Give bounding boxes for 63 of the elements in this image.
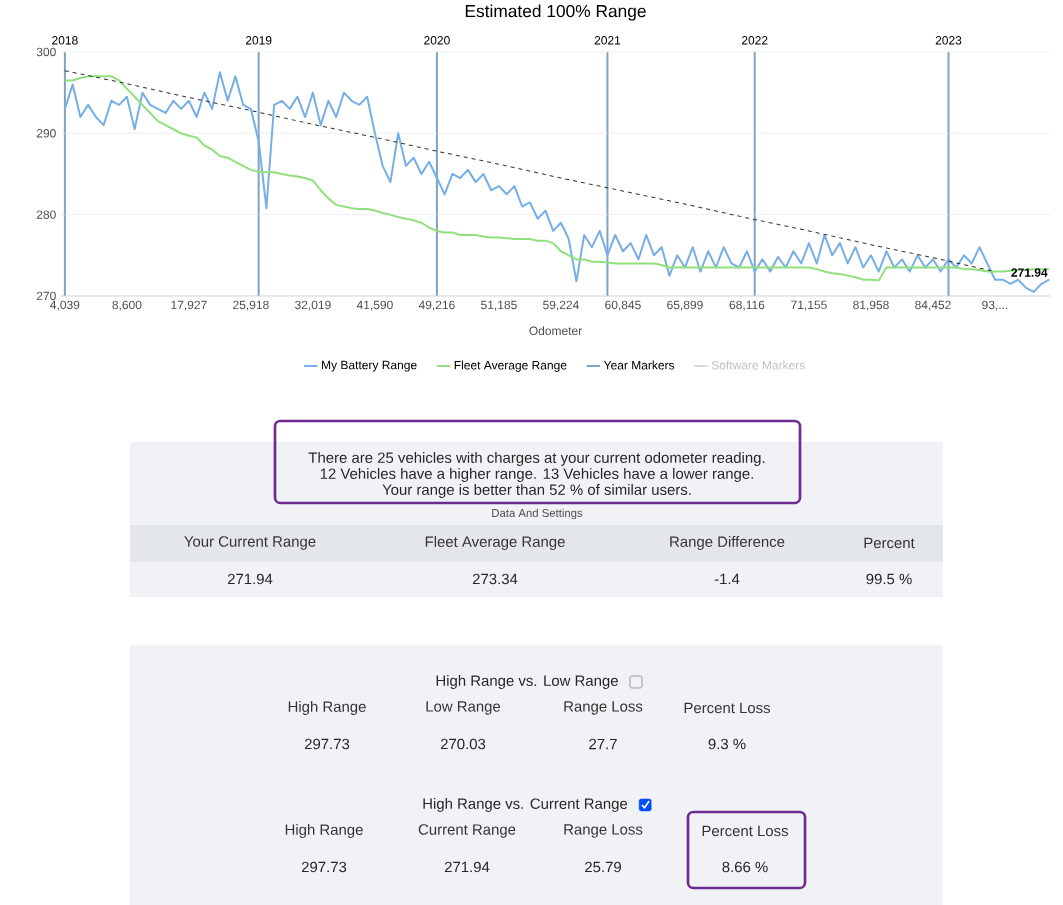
x-tick-label: 8,600 — [112, 300, 142, 311]
text: 27.7 — [589, 738, 617, 750]
category-label: Your Current Range — [184, 536, 316, 550]
text: 271.94 — [444, 861, 490, 873]
text: 297.73 — [301, 861, 347, 873]
text: 2018 — [52, 36, 78, 45]
text: There are 25 vehicles with charges at your current odometer reading. — [308, 452, 765, 466]
text: 270.03 — [440, 738, 486, 750]
category-label: Range Loss — [564, 701, 643, 715]
x-tick-label: 71,155 — [791, 300, 827, 311]
legend-label: My Battery Range — [322, 360, 417, 372]
text: 25.79 — [585, 861, 621, 873]
y-tick-label: 270 — [36, 291, 56, 301]
x-axis-title: Odometer — [529, 326, 582, 336]
x-tick-label: 81,958 — [853, 300, 889, 311]
text: Your range is better than 52 % of similar users. — [382, 484, 691, 498]
category-label: Current Range — [418, 824, 516, 838]
text: 12 Vehicles have a higher range. 13 Vehicles have a lower range. — [320, 468, 753, 482]
category-label: Range Loss — [564, 824, 643, 838]
text: 9.3 % — [708, 738, 746, 750]
text: 2019 — [245, 36, 272, 45]
x-tick-label: 84,452 — [915, 300, 951, 311]
x-tick-label: 49,216 — [418, 300, 455, 311]
x-tick-label: 32,019 — [295, 300, 331, 311]
text: Data And Settings — [492, 508, 583, 520]
annotation: 271.94 — [1011, 268, 1048, 277]
x-tick-label: 41,590 — [356, 300, 393, 311]
category-label: Low Range — [426, 701, 501, 715]
x-tick-label: 25,918 — [233, 300, 269, 311]
chart-title: Estimated 100% Range — [465, 4, 646, 21]
x-tick-label: 93,... — [982, 300, 1008, 311]
x-tick-label: 60,845 — [605, 300, 641, 311]
text: 99.5 % — [866, 573, 912, 585]
x-tick-label: 17,927 — [171, 300, 207, 311]
category-label: High Range — [288, 701, 366, 715]
x-tick-label: 51,185 — [481, 300, 517, 311]
y-tick-label: 300 — [36, 47, 56, 57]
y-tick-label: 280 — [36, 210, 56, 219]
category-label: Percent Loss — [684, 702, 771, 714]
x-tick-label: 68,116 — [729, 300, 765, 311]
legend-label: Software Markers — [711, 360, 805, 370]
text: High Range vs. Current Range — [423, 798, 628, 812]
text: High Range vs. Low Range — [436, 675, 618, 689]
text: 2023 — [935, 36, 962, 45]
x-tick-label: 59,224 — [543, 300, 579, 311]
category-label: Percent Loss — [702, 825, 789, 837]
text: 271.94 — [227, 573, 273, 585]
text: 273.34 — [472, 573, 518, 585]
text: 8.66 % — [722, 861, 768, 873]
category-label: High Range — [285, 824, 363, 838]
text: 2022 — [741, 36, 768, 45]
category-label: Fleet Average Range — [425, 536, 565, 550]
category-label: Range Difference — [670, 536, 785, 550]
text: 2020 — [424, 36, 450, 45]
legend-label: Fleet Average Range — [454, 360, 567, 372]
text: 2021 — [594, 36, 621, 45]
x-tick-label: 65,899 — [667, 300, 703, 311]
text: -1.4 — [714, 573, 740, 585]
x-tick-label: 4,039 — [50, 300, 80, 311]
y-tick-label: 290 — [36, 129, 56, 138]
text: 297.73 — [304, 738, 350, 750]
category-label: Percent — [864, 537, 915, 549]
legend-label: Year Markers — [603, 360, 675, 370]
